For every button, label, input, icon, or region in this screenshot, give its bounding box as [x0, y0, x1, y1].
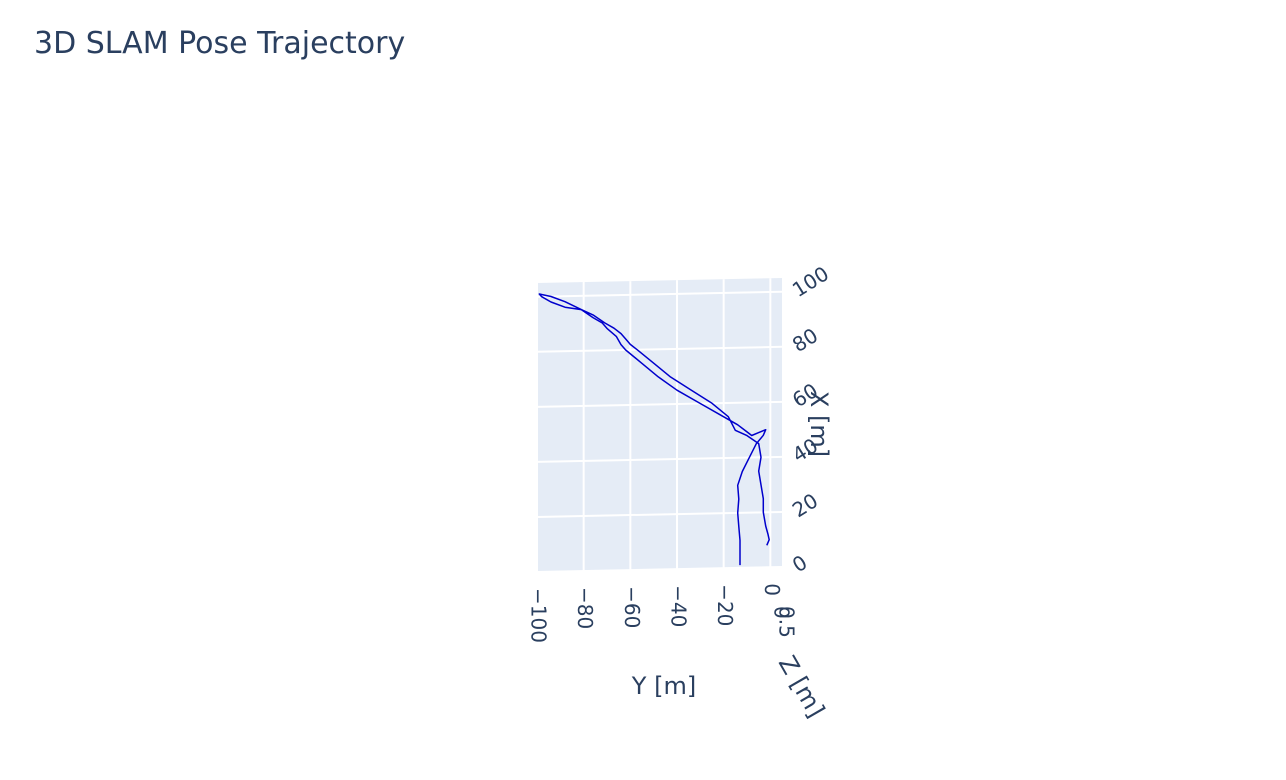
y-tick-label: −80 — [573, 587, 597, 629]
gridline-x — [536, 510, 783, 518]
x-tick-label: 100 — [788, 261, 833, 302]
trajectory-line — [538, 293, 770, 566]
gridline-x — [536, 566, 783, 573]
x-tick-label: 0 — [788, 550, 812, 577]
z-tick-label: 0 — [770, 606, 794, 619]
gridline-x — [536, 400, 783, 408]
gridline-x — [536, 290, 783, 298]
gridline-x — [536, 345, 783, 353]
z-tick-label: 0.5 — [775, 606, 799, 638]
chart-title: 3D SLAM Pose Trajectory — [34, 26, 406, 61]
y-tick-label: −60 — [620, 586, 644, 628]
y-axis-title: Y [m] — [631, 672, 696, 700]
scene-pane — [537, 278, 782, 572]
x-tick-label: 20 — [788, 488, 822, 522]
y-tick-label: −40 — [667, 585, 691, 627]
gridline-x — [536, 455, 783, 463]
x-tick-label: 80 — [788, 323, 822, 357]
z-axis-title: Z [m] — [773, 651, 830, 722]
x-axis-title: X [m] — [805, 391, 833, 457]
gridlines — [536, 278, 783, 573]
y-tick-label: −20 — [713, 584, 737, 626]
y-tick-label: −100 — [527, 588, 551, 643]
y-tick-label: 0 — [760, 583, 784, 596]
